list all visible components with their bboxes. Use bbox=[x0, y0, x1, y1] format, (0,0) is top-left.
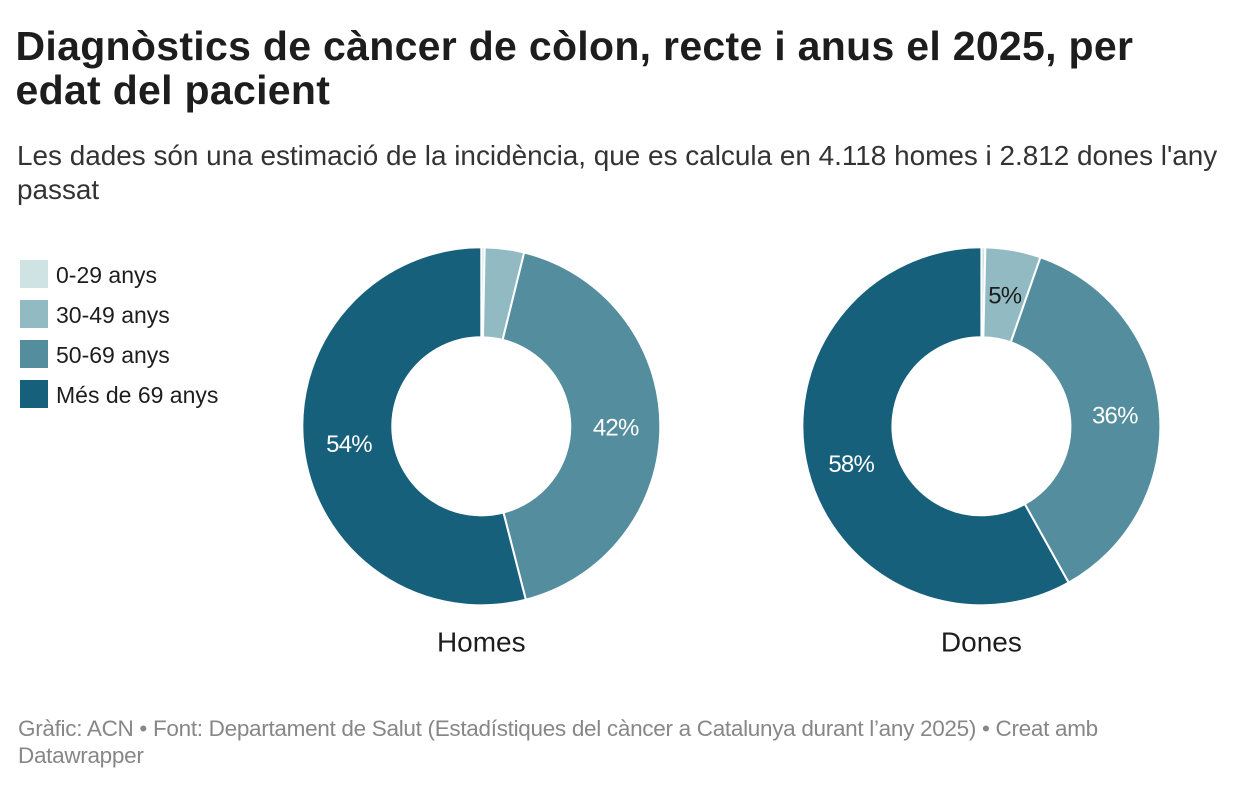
svg-text:Dones: Dones bbox=[941, 626, 1022, 657]
svg-text:42%: 42% bbox=[593, 414, 639, 441]
svg-text:36%: 36% bbox=[1092, 403, 1138, 430]
svg-text:5%: 5% bbox=[988, 282, 1022, 309]
svg-text:58%: 58% bbox=[828, 451, 874, 478]
svg-text:54%: 54% bbox=[326, 431, 372, 458]
svg-text:Homes: Homes bbox=[437, 626, 526, 657]
